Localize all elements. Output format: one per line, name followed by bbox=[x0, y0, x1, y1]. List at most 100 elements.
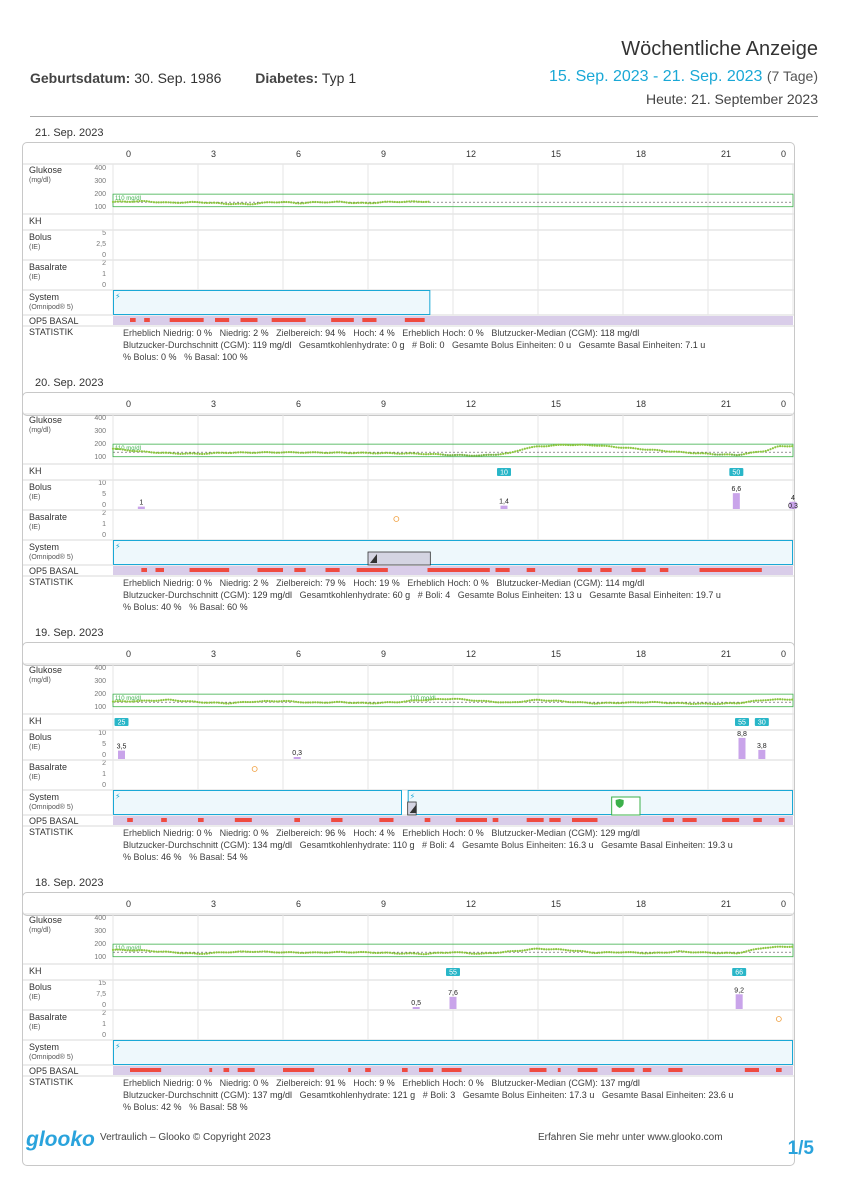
op5-segment bbox=[492, 818, 499, 822]
bolus-label: 0,3 bbox=[788, 503, 798, 510]
basal-tick: 1 bbox=[102, 771, 106, 778]
hour-tick: 15 bbox=[551, 149, 561, 159]
kh-label: KH bbox=[29, 466, 42, 476]
op5-segment bbox=[642, 1068, 652, 1072]
hour-tick: 18 bbox=[636, 899, 646, 909]
glucose-tick: 100 bbox=[94, 704, 106, 711]
day-date: 20. Sep. 2023 bbox=[35, 377, 104, 389]
op5-segment bbox=[240, 318, 258, 322]
page-number: 1/5 bbox=[787, 1138, 814, 1159]
hour-tick: 3 bbox=[211, 399, 216, 409]
bolus-bar: 6,6 bbox=[731, 486, 741, 509]
stat-very-high: Erheblich Hoch: 0 % bbox=[407, 578, 489, 588]
stat-basal-units: Gesamte Basal Einheiten: 23.6 u bbox=[601, 1090, 734, 1100]
bolus-tick: 7,5 bbox=[96, 991, 106, 998]
stat-high: Hoch: 19 % bbox=[353, 578, 400, 588]
glucose-tick: 300 bbox=[94, 928, 106, 935]
op5-segment bbox=[161, 818, 167, 822]
op5-segment bbox=[572, 818, 598, 822]
carb-badge: 55 bbox=[735, 718, 749, 727]
svg-text:7,6: 7,6 bbox=[448, 990, 458, 997]
manual-mode-block bbox=[367, 551, 431, 566]
stat-carbs: Gesamtkohlenhydrate: 60 g bbox=[299, 590, 411, 600]
op5-segment bbox=[662, 818, 674, 822]
hour-tick: 12 bbox=[466, 899, 476, 909]
svg-text:50: 50 bbox=[732, 470, 740, 477]
carb-badge: 25 bbox=[114, 718, 129, 727]
basal-label: Basalrate (IE) bbox=[29, 762, 68, 781]
glucose-tick: 400 bbox=[94, 165, 106, 172]
stat-avg: Blutzucker-Durchschnitt (CGM): 129 mg/dl bbox=[123, 590, 293, 600]
footer-link[interactable]: Erfahren Sie mehr unter www.glooko.com bbox=[538, 1132, 723, 1143]
report-title: Wöchentliche Anzeige bbox=[621, 38, 818, 60]
stat-pct-bolus: % Bolus: 0 % bbox=[123, 352, 177, 362]
op5-segment bbox=[144, 318, 150, 322]
glooko-logo: glooko bbox=[26, 1128, 95, 1151]
hour-tick: 21 bbox=[721, 899, 731, 909]
svg-text:0,5: 0,5 bbox=[411, 1000, 421, 1007]
system-segment: ⚡ bbox=[113, 540, 793, 565]
op5-segment bbox=[294, 818, 300, 822]
hour-tick: 15 bbox=[551, 399, 561, 409]
stat-bolus-units: Gesamte Bolus Einheiten: 16.3 u bbox=[462, 840, 594, 850]
svg-text:⚡: ⚡ bbox=[115, 1042, 121, 1051]
glucose-label: Glukose (mg/dl) bbox=[29, 915, 63, 934]
day-statistics: Erheblich Niedrig: 0 % Niedrig: 0 % Ziel… bbox=[123, 1077, 790, 1113]
stat-pct-basal: % Basal: 60 % bbox=[189, 602, 248, 612]
stat-boli: # Boli: 4 bbox=[417, 590, 451, 600]
op5-segment bbox=[169, 318, 204, 322]
bolus-tick: 5 bbox=[102, 741, 106, 748]
op5-segment bbox=[257, 568, 283, 572]
glucose-tick: 100 bbox=[94, 454, 106, 461]
svg-text:25: 25 bbox=[118, 720, 126, 727]
hour-tick: 6 bbox=[296, 899, 301, 909]
stat-bolus-units: Gesamte Bolus Einheiten: 0 u bbox=[452, 340, 572, 350]
op5-segment bbox=[549, 818, 561, 822]
hour-tick: 3 bbox=[211, 149, 216, 159]
bolus-bar: 1,4 bbox=[499, 499, 509, 509]
basal-tick: 1 bbox=[102, 1021, 106, 1028]
op5-segment bbox=[362, 318, 377, 322]
bolus-tick: 5 bbox=[102, 491, 106, 498]
hour-tick: 6 bbox=[296, 399, 301, 409]
bolus-tick: 10 bbox=[98, 480, 106, 487]
op5-segment bbox=[404, 318, 425, 322]
glucose-tick: 200 bbox=[94, 691, 106, 698]
op5-segment bbox=[722, 818, 740, 822]
op5-segment bbox=[557, 1068, 561, 1072]
system-segment: ⚡ bbox=[113, 790, 402, 815]
bolus-tick: 0 bbox=[102, 1002, 106, 1009]
bolus-bar: 9,2 bbox=[734, 987, 744, 1009]
op5-segment bbox=[331, 318, 354, 322]
op5-segment bbox=[526, 818, 544, 822]
op5-segment bbox=[427, 568, 490, 572]
bolus-bar: 8,8 bbox=[737, 731, 747, 759]
stat-very-high: Erheblich Hoch: 0 % bbox=[402, 1078, 484, 1088]
stat-basal-units: Gesamte Basal Einheiten: 19.3 u bbox=[601, 840, 733, 850]
statistik-label: STATISTIK bbox=[29, 577, 74, 587]
day-panel: Glukose (mg/dl) KH Bolus (IE) Basalrate (IE) Sy… bbox=[22, 142, 795, 416]
day-date: 18. Sep. 2023 bbox=[35, 877, 104, 889]
stat-pct-bolus: % Bolus: 40 % bbox=[123, 602, 182, 612]
basal-marker bbox=[251, 766, 258, 772]
stat-low: Niedrig: 2 % bbox=[219, 578, 269, 588]
op5-label: OP5 BASAL bbox=[29, 1066, 79, 1076]
hour-tick: 15 bbox=[551, 649, 561, 659]
stat-pct-basal: % Basal: 54 % bbox=[189, 852, 248, 862]
op5-segment bbox=[130, 1068, 162, 1072]
glucose-tick: 300 bbox=[94, 678, 106, 685]
stat-avg: Blutzucker-Durchschnitt (CGM): 119 mg/dl bbox=[123, 340, 292, 350]
op5-segment bbox=[283, 1068, 315, 1072]
bolus-tick: 5 bbox=[102, 230, 106, 237]
basal-marker bbox=[775, 1016, 782, 1022]
bolus-label: Bolus (IE) bbox=[29, 982, 52, 1001]
hour-tick: 12 bbox=[466, 649, 476, 659]
op5-segment bbox=[455, 818, 487, 822]
day-statistics: Erheblich Niedrig: 0 % Niedrig: 0 % Ziel… bbox=[123, 827, 790, 863]
hour-tick: 21 bbox=[721, 149, 731, 159]
hour-tick: 21 bbox=[721, 399, 731, 409]
svg-text:55: 55 bbox=[449, 970, 457, 977]
diabetes-label: Diabetes: bbox=[255, 70, 319, 86]
stat-bolus-units: Gesamte Bolus Einheiten: 13 u bbox=[457, 590, 582, 600]
